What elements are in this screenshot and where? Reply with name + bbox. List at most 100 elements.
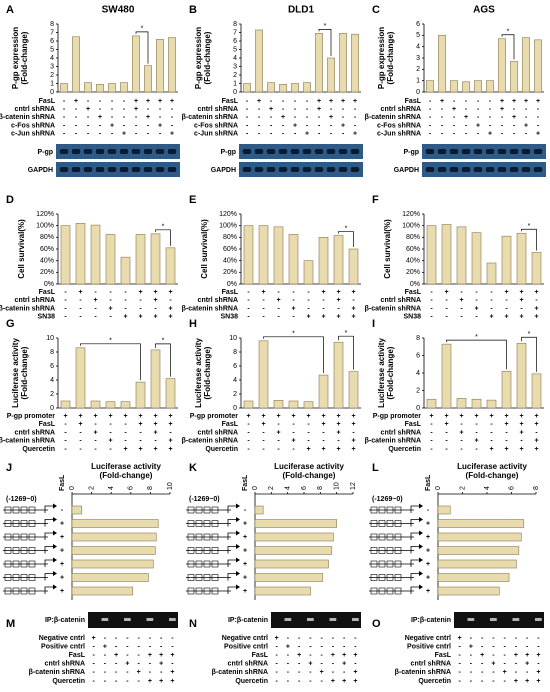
- condition-mark: +: [114, 652, 118, 659]
- condition-mark: -: [330, 122, 333, 129]
- blot-band: [95, 149, 105, 154]
- condition-mark: -: [109, 314, 112, 321]
- blot-band: [59, 167, 69, 172]
- x-tick-label: 8: [317, 486, 324, 490]
- bar: [96, 84, 104, 93]
- condition-mark: +: [504, 289, 508, 296]
- condition-label: Positive cntrl: [41, 643, 85, 650]
- y-tick-label: 100%: [36, 223, 54, 230]
- condition-mark: +: [426, 574, 430, 581]
- condition-mark: +: [146, 114, 150, 121]
- y-tick-label: 40%: [40, 258, 54, 265]
- condition-mark: -: [109, 429, 112, 436]
- y-tick-label: 4: [50, 377, 54, 384]
- condition-mark: -: [320, 678, 323, 685]
- condition-mark: -: [123, 114, 126, 121]
- condition-mark: -: [503, 652, 506, 659]
- x-tick-label: 8: [147, 486, 154, 490]
- condition-mark: +: [317, 98, 321, 105]
- y-tick-label: 5: [416, 32, 420, 39]
- bar: [108, 83, 116, 93]
- y-axis-label: Luciferase activity: [194, 338, 203, 408]
- condition-mark: -: [354, 122, 357, 129]
- blot-label: GAPDH: [211, 167, 236, 174]
- condition-mark: -: [87, 122, 90, 129]
- condition-mark: -: [160, 643, 163, 650]
- condition-mark: -: [63, 106, 66, 113]
- bar: [437, 559, 517, 569]
- condition-mark: -: [64, 289, 67, 296]
- condition-mark: +: [78, 413, 82, 420]
- condition-mark: -: [535, 297, 538, 304]
- condition-mark: +: [488, 131, 492, 138]
- y-axis-label: (Fold-change): [20, 346, 29, 399]
- condition-mark: +: [504, 314, 508, 321]
- blot-band: [461, 149, 471, 154]
- y-axis-label: Luciferase activity: [377, 338, 386, 408]
- condition-label: Quercetin: [388, 446, 421, 453]
- condition-mark: +: [243, 520, 247, 527]
- condition-mark: -: [169, 429, 172, 436]
- y-tick-label: 6: [416, 21, 420, 28]
- construct-arrow: [369, 532, 419, 540]
- bar: [486, 262, 497, 285]
- condition-mark: -: [159, 106, 162, 113]
- blot-band: [155, 149, 165, 154]
- condition-mark: -: [137, 678, 140, 685]
- condition-mark: +: [525, 678, 529, 685]
- condition-mark: -: [124, 297, 127, 304]
- gel-band: [307, 618, 314, 621]
- condition-mark: -: [247, 289, 250, 296]
- condition-mark: -: [294, 98, 297, 105]
- construct-arrowhead: [419, 557, 423, 563]
- condition-mark: -: [64, 297, 67, 304]
- panel-letter: A: [6, 4, 14, 16]
- condition-label: c-Fos shRNA: [11, 122, 55, 129]
- condition-mark: +: [153, 314, 157, 321]
- panel-letter: N: [189, 618, 197, 630]
- condition-mark: -: [258, 114, 261, 121]
- significance-star: *: [528, 223, 531, 230]
- condition-mark: -: [277, 438, 280, 445]
- condition-mark: -: [320, 635, 323, 642]
- condition-mark: +: [524, 122, 528, 129]
- condition-label: β-catenin shRNA: [0, 114, 55, 121]
- condition-label: cntrl shRNA: [228, 661, 268, 668]
- construct-arrow: [369, 519, 419, 527]
- condition-mark: -: [298, 635, 301, 642]
- condition-mark: +: [60, 588, 64, 595]
- blot-band: [278, 149, 288, 154]
- condition-mark: -: [453, 122, 456, 129]
- panel-letter: I: [372, 318, 375, 330]
- blot-band: [533, 149, 543, 154]
- condition-mark: +: [459, 413, 463, 420]
- condition-mark: +: [525, 661, 529, 668]
- condition-mark: -: [282, 122, 285, 129]
- x-tick-label: 0: [69, 486, 76, 490]
- condition-mark: -: [262, 314, 265, 321]
- bar: [437, 505, 451, 515]
- condition-mark: -: [126, 635, 129, 642]
- condition-mark: -: [64, 314, 67, 321]
- gel-band: [146, 618, 154, 621]
- condition-mark: -: [470, 669, 473, 676]
- condition-mark: +: [243, 561, 247, 568]
- condition-mark: +: [276, 297, 280, 304]
- condition-mark: +: [291, 438, 295, 445]
- significance-star: *: [475, 334, 478, 341]
- significance-bracket: [338, 231, 354, 247]
- condition-mark: +: [336, 413, 340, 420]
- condition-mark: -: [307, 421, 310, 428]
- condition-mark: -: [460, 438, 463, 445]
- condition-mark: -: [63, 122, 66, 129]
- condition-label: FasL: [222, 289, 239, 296]
- bar: [84, 82, 92, 93]
- condition-mark: -: [292, 429, 295, 436]
- condition-mark: -: [430, 314, 433, 321]
- blot-band: [302, 167, 312, 172]
- condition-mark: +: [329, 98, 333, 105]
- condition-mark: +: [469, 643, 473, 650]
- blot-band: [143, 167, 153, 172]
- condition-mark: +: [138, 421, 142, 428]
- condition-mark: +: [534, 446, 538, 453]
